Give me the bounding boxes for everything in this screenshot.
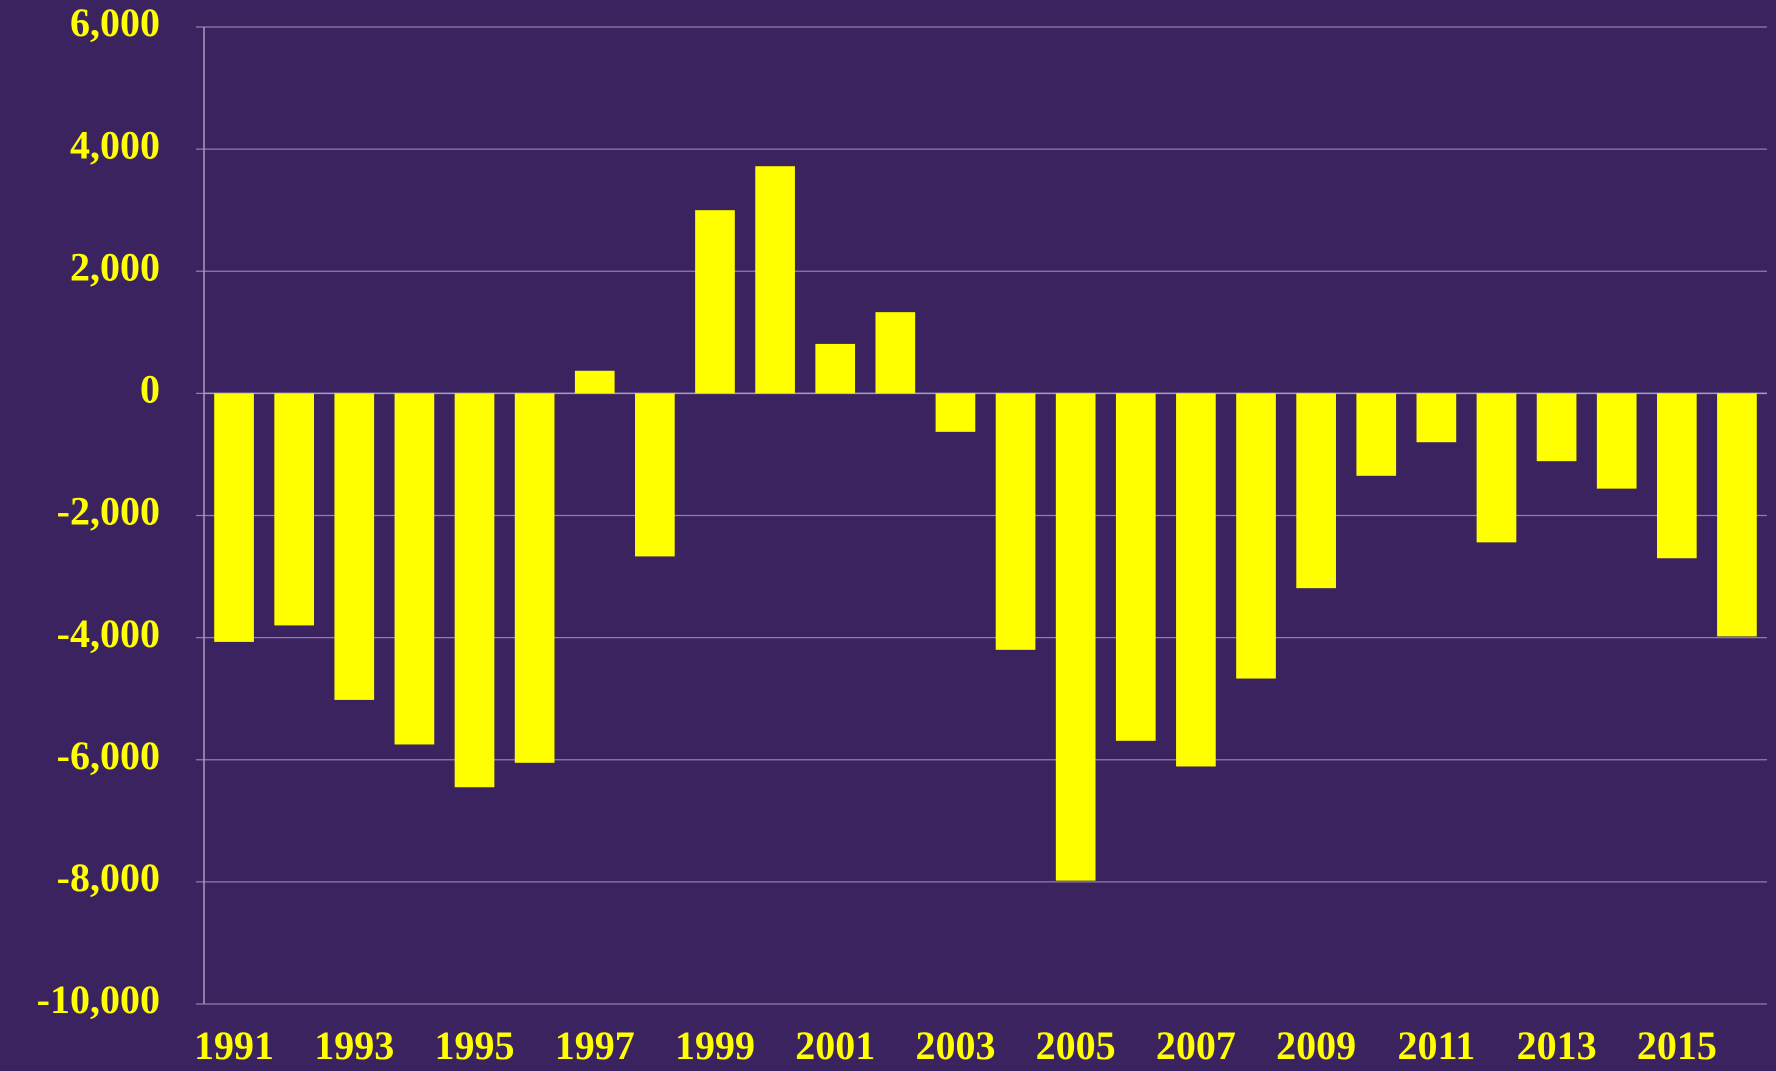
bar	[1115, 393, 1156, 741]
x-tick-label: 2005	[1036, 1023, 1116, 1068]
bar	[1717, 393, 1757, 637]
bar	[1296, 393, 1336, 589]
x-tick-label: 1995	[435, 1023, 515, 1068]
bar	[334, 393, 375, 700]
bar	[1476, 393, 1517, 543]
bar	[755, 166, 795, 394]
bar	[1236, 393, 1276, 679]
bar	[695, 210, 735, 394]
bar	[1416, 393, 1457, 443]
bar	[875, 312, 916, 394]
x-tick-label: 1997	[555, 1023, 635, 1068]
bar	[1596, 393, 1637, 489]
y-tick-label: 0	[140, 367, 160, 412]
x-tick-label: 1991	[194, 1023, 274, 1068]
bar	[214, 393, 254, 642]
y-tick-label: 2,000	[70, 244, 160, 289]
bar	[574, 370, 615, 394]
bar	[635, 393, 675, 557]
bar	[1356, 393, 1397, 476]
bar	[274, 393, 315, 626]
x-tick-label: 2015	[1637, 1023, 1717, 1068]
y-tick-label: -8,000	[57, 855, 160, 900]
bar	[1176, 393, 1216, 767]
x-tick-label: 2001	[795, 1023, 875, 1068]
x-tick-label: 2009	[1276, 1023, 1356, 1068]
x-tick-label: 2011	[1397, 1023, 1475, 1068]
y-tick-label: -2,000	[57, 489, 160, 534]
bar	[1656, 393, 1697, 559]
y-tick-label: -6,000	[57, 733, 160, 778]
bar	[935, 393, 976, 432]
bar	[1055, 393, 1096, 881]
bar	[1536, 393, 1577, 462]
x-tick-label: 2013	[1517, 1023, 1597, 1068]
x-tick-label: 1999	[675, 1023, 755, 1068]
bar	[995, 393, 1036, 650]
y-tick-label: 6,000	[70, 0, 160, 45]
bar	[815, 343, 856, 394]
bar	[514, 393, 555, 763]
bar	[454, 393, 495, 788]
bar	[394, 393, 435, 745]
y-tick-label: 4,000	[70, 122, 160, 167]
x-tick-label: 2003	[915, 1023, 995, 1068]
x-tick-label: 2007	[1156, 1023, 1236, 1068]
y-tick-label: -4,000	[57, 611, 160, 656]
x-tick-label: 1993	[314, 1023, 394, 1068]
y-tick-label: -10,000	[37, 977, 160, 1022]
